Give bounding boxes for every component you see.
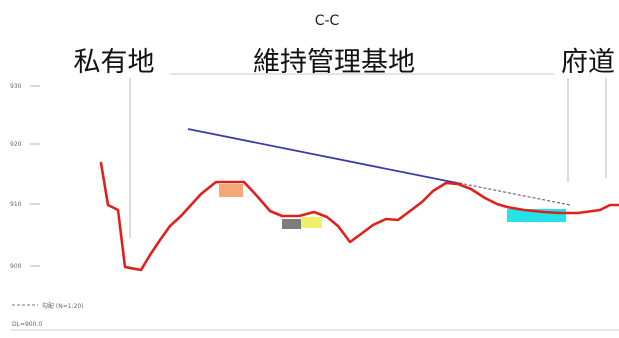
- orange-section-patch: [219, 184, 243, 197]
- yellow-section-patch: [301, 217, 322, 228]
- ground-profile-line: [99, 161, 619, 272]
- area-label-maintenance-base: 維持管理基地: [253, 47, 415, 78]
- gray-section-patch: [282, 219, 301, 229]
- legend-line-label: 勾配 (N=1:20): [42, 302, 84, 310]
- slope-line: [187, 128, 463, 185]
- gradient-dashed-line: [453, 181, 571, 206]
- area-label-private-land: 私有地: [74, 47, 155, 78]
- area-label-prefectural-road: 府道: [561, 47, 615, 78]
- elevation-label-920: 920: [10, 141, 22, 148]
- elevation-label-900: 900: [10, 263, 22, 270]
- section-title: C-C: [315, 13, 340, 29]
- elevation-label-930: 930: [10, 83, 22, 90]
- elevation-label-910: 910: [10, 201, 22, 208]
- datum-label: DL=900.0: [12, 321, 42, 328]
